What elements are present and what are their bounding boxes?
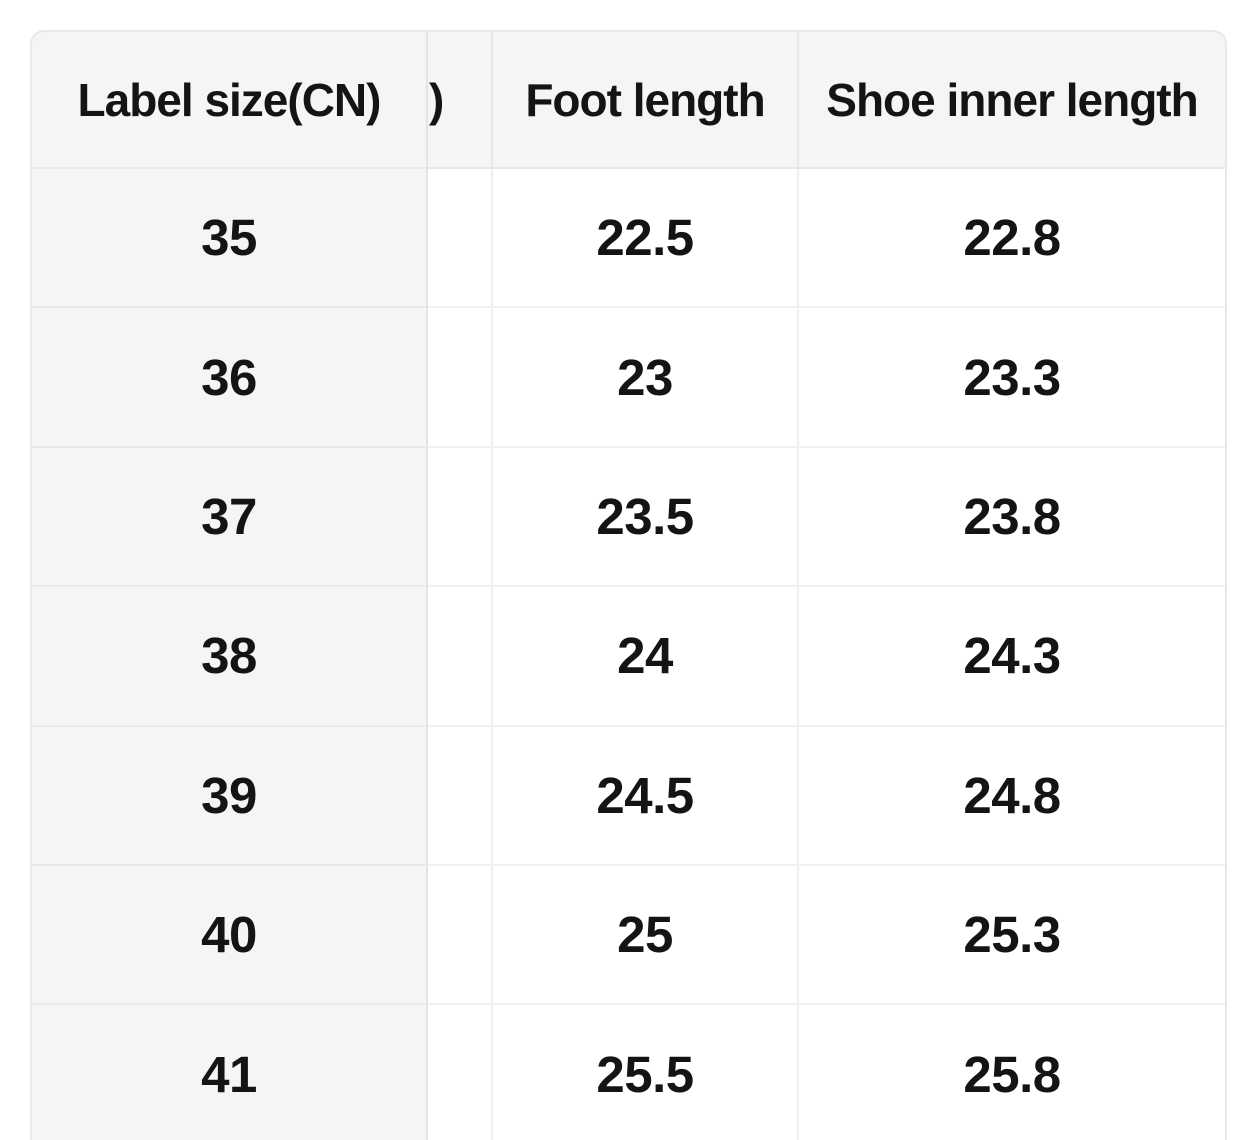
label-size-cell: 40 — [32, 865, 428, 1006]
foot-length-cell: 25.5 — [491, 1005, 797, 1140]
header-label-size-cn: Label size(CN) — [32, 32, 428, 169]
label-size-cell: 39 — [32, 726, 428, 866]
hidden-column-cell — [428, 726, 491, 866]
foot-length-cell: 25 — [491, 865, 797, 1006]
foot-length-cell: 24 — [491, 587, 797, 727]
foot-length-cell: 23 — [491, 308, 797, 448]
hidden-column-cell — [428, 587, 491, 727]
header-hidden-column-partial: ) — [428, 32, 491, 169]
hidden-column-cell — [428, 169, 491, 309]
shoe-inner-length-cell: 22.8 — [797, 169, 1225, 309]
label-size-cell: 37 — [32, 447, 428, 588]
header-foot-length: Foot length — [491, 32, 797, 169]
size-table: Label size(CN) ) Foot length Shoe inner … — [32, 32, 1225, 1140]
foot-length-cell: 23.5 — [491, 447, 797, 588]
shoe-inner-length-cell: 23.8 — [797, 447, 1225, 588]
shoe-inner-length-cell: 24.8 — [797, 726, 1225, 866]
label-size-cell: 38 — [32, 587, 428, 727]
hidden-column-cell — [428, 308, 491, 448]
shoe-inner-length-cell: 24.3 — [797, 587, 1225, 727]
header-shoe-inner-length: Shoe inner length — [797, 32, 1225, 169]
shoe-inner-length-cell: 25.8 — [797, 1005, 1225, 1140]
hidden-column-cell — [428, 865, 491, 1006]
label-size-cell: 36 — [32, 308, 428, 448]
foot-length-cell: 24.5 — [491, 726, 797, 866]
hidden-column-cell — [428, 447, 491, 588]
shoe-inner-length-cell: 23.3 — [797, 308, 1225, 448]
label-size-cell: 41 — [32, 1005, 428, 1140]
size-table-scroll-area[interactable]: Label size(CN) ) Foot length Shoe inner … — [30, 30, 1227, 1140]
shoe-inner-length-cell: 25.3 — [797, 865, 1225, 1006]
foot-length-cell: 22.5 — [491, 169, 797, 309]
hidden-column-cell — [428, 1005, 491, 1140]
label-size-cell: 35 — [32, 169, 428, 309]
